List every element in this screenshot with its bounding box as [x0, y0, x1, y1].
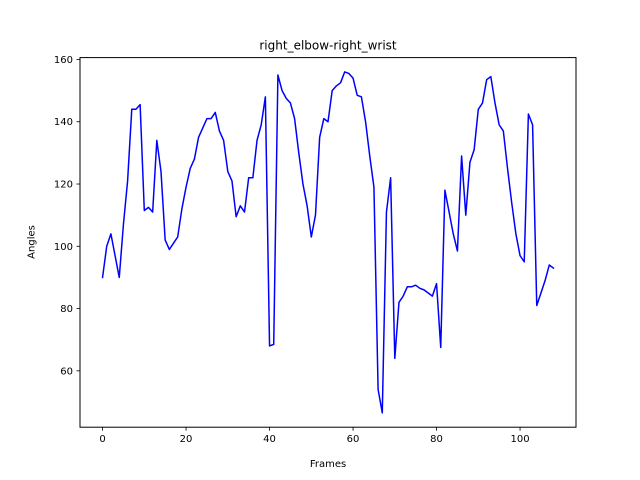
- x-tick-label: 80: [430, 434, 443, 445]
- y-tick-label: 60: [60, 366, 73, 377]
- y-tick-label: 100: [54, 242, 73, 253]
- x-tick-label: 20: [180, 434, 193, 445]
- x-tick-label: 60: [347, 434, 360, 445]
- y-tick-label: 80: [60, 304, 73, 315]
- y-tick-label: 120: [54, 180, 73, 191]
- y-axis-label: Angles: [27, 225, 38, 259]
- y-tick-label: 160: [54, 55, 73, 66]
- plot-frame: [79, 57, 577, 428]
- chart-title: right_elbow-right_wrist: [259, 39, 397, 53]
- x-tick-label: 0: [99, 434, 105, 445]
- x-axis-label: Frames: [310, 459, 346, 470]
- y-tick-label: 140: [54, 117, 73, 128]
- x-tick-label: 40: [263, 434, 276, 445]
- series-line-0: [101, 71, 555, 414]
- y-axis: 60 80 100 120 140 160: [54, 55, 80, 377]
- x-tick-label: 100: [511, 434, 530, 445]
- plot-area: [101, 71, 555, 414]
- x-axis: 0 20 40 60 80 100: [99, 427, 530, 445]
